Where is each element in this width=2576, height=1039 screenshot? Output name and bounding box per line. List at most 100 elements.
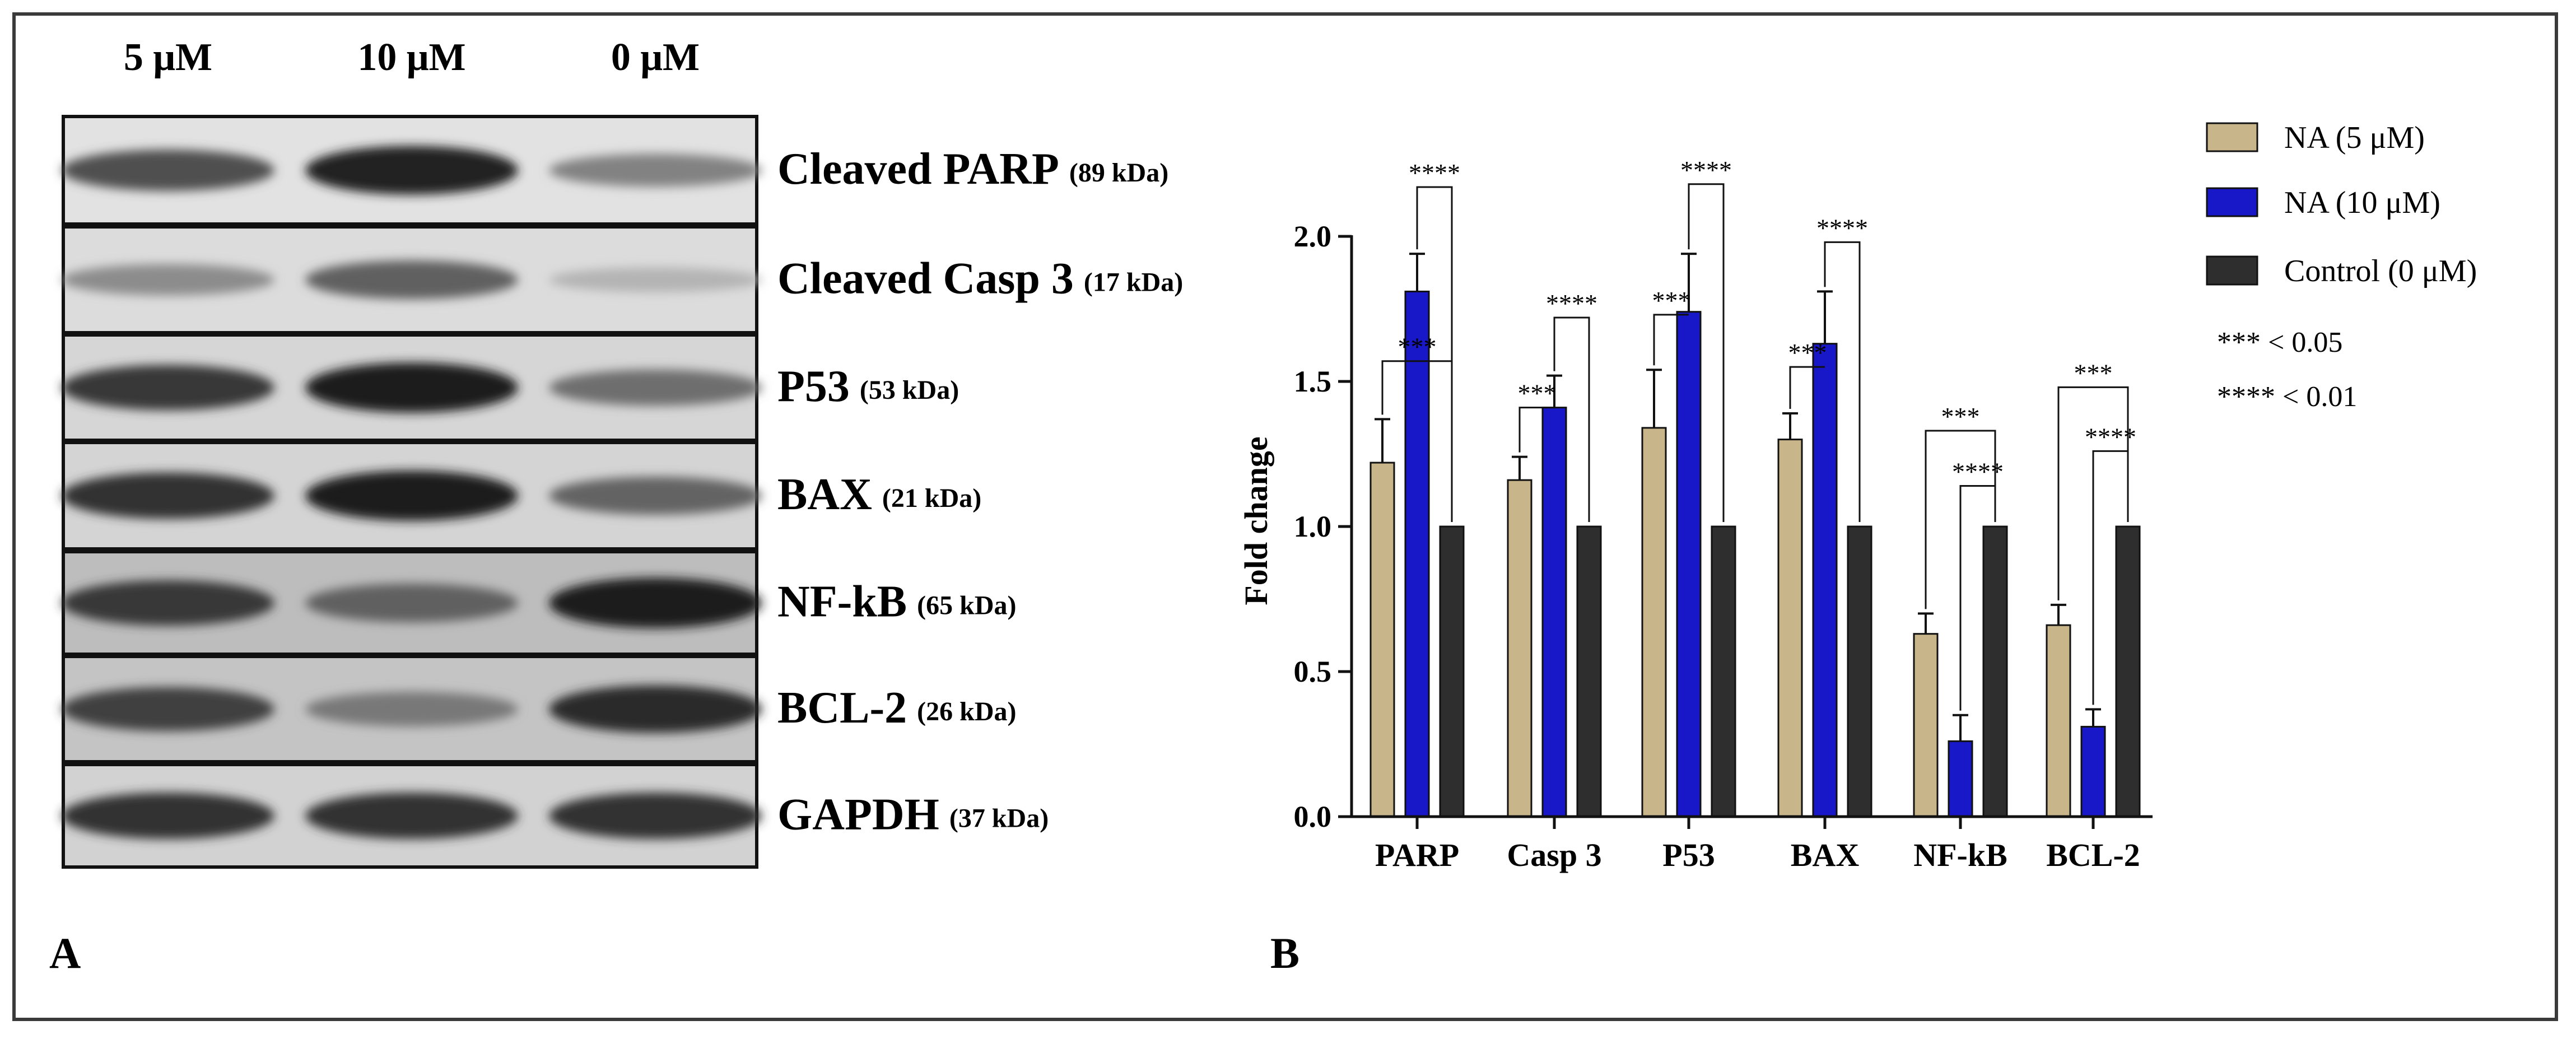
protein-name: NF-kB bbox=[777, 577, 907, 627]
significance-bracket bbox=[2092, 450, 2129, 705]
protein-name: Cleaved Casp 3 bbox=[777, 254, 1074, 304]
y-tick-label: 0.5 bbox=[1294, 655, 1332, 688]
legend-label: NA (10 μM) bbox=[2284, 185, 2440, 220]
protein-band bbox=[549, 153, 762, 187]
bar bbox=[1982, 525, 2008, 818]
significance-label: *** bbox=[1398, 333, 1437, 361]
protein-band bbox=[549, 369, 762, 406]
protein-band bbox=[62, 687, 274, 732]
blot-row: BAX (21 kDa) bbox=[62, 441, 981, 551]
blot-row: BCL-2 (26 kDa) bbox=[62, 655, 1016, 763]
figure-frame bbox=[12, 12, 2558, 1021]
protein-band bbox=[62, 150, 274, 191]
panel-a-letter: A bbox=[49, 929, 81, 977]
significance-label: *** bbox=[1788, 338, 1827, 367]
bar bbox=[1777, 439, 1803, 818]
protein-band bbox=[549, 577, 762, 628]
legend-label: NA (5 μM) bbox=[2284, 120, 2425, 155]
significance-brackets: ************** **************************… bbox=[1381, 156, 2136, 711]
blot-row: NF-kB (65 kDa) bbox=[62, 550, 1016, 656]
significance-bracket bbox=[1416, 186, 1453, 522]
bar bbox=[2080, 725, 2106, 818]
bar bbox=[1541, 407, 1567, 818]
x-tick-label: BCL-2 bbox=[2046, 837, 2140, 873]
bar bbox=[1439, 525, 1465, 818]
significance-legend-item: *** < 0.05 bbox=[2217, 327, 2342, 358]
significance-label: **** bbox=[1409, 159, 1460, 187]
x-tick-label: Casp 3 bbox=[1507, 837, 1601, 873]
significance-bracket bbox=[1959, 484, 1996, 711]
blot-row: Cleaved Casp 3 (17 kDa) bbox=[62, 225, 1183, 334]
protein-name: P53 bbox=[777, 362, 850, 411]
protein-band bbox=[62, 793, 274, 839]
protein-name: Cleaved PARP bbox=[777, 145, 1059, 194]
protein-band bbox=[305, 692, 518, 726]
significance-bracket bbox=[1553, 316, 1590, 522]
significance-bracket bbox=[1824, 241, 1861, 522]
significance-label: *** bbox=[1518, 379, 1557, 408]
protein-band bbox=[62, 580, 274, 626]
significance-bracket bbox=[1789, 366, 1825, 409]
protein-band bbox=[549, 685, 762, 733]
y-tick-label: 2.0 bbox=[1294, 220, 1332, 253]
significance-bracket bbox=[1688, 183, 1725, 522]
protein-band bbox=[62, 264, 274, 296]
bar bbox=[1913, 633, 1939, 818]
protein-band bbox=[305, 362, 518, 413]
protein-weight: (37 kDa) bbox=[949, 804, 1049, 833]
x-tick-label: BAX bbox=[1791, 837, 1860, 873]
protein-name: GAPDH bbox=[777, 790, 939, 840]
significance-label: **** bbox=[1546, 289, 1597, 318]
y-axis: 0.0 0.5 1.0 1.5 2.0 bbox=[1294, 220, 1353, 833]
bar bbox=[1404, 290, 1430, 818]
chart-legend: NA (5 μM) NA (10 μM) Control (0 μM) *** < 0… bbox=[2206, 120, 2477, 413]
legend-swatch bbox=[2206, 187, 2258, 217]
blot-row: Cleaved PARP (89 kDa) bbox=[62, 115, 1168, 226]
protein-weight: (26 kDa) bbox=[917, 697, 1016, 726]
bar bbox=[1507, 479, 1532, 818]
fold-change-chart: 0.00.51.01.52.0 Fold change ************… bbox=[1238, 120, 2477, 977]
protein-band bbox=[305, 260, 518, 300]
protein-band bbox=[305, 583, 518, 623]
protein-weight: (17 kDa) bbox=[1084, 268, 1183, 297]
blot-strips: Cleaved PARP (89 kDa) Cleaved Casp 3 (17 kD… bbox=[62, 115, 1183, 869]
y-axis-label: Fold change bbox=[1238, 436, 1274, 605]
western-blot-panel: 5 μM 10 μM 0 μM Cleaved PARP (89 kDa)Cleave… bbox=[49, 36, 1183, 977]
lane-labels: 5 μM 10 μM 0 μM bbox=[124, 36, 700, 79]
bar bbox=[1576, 525, 1602, 818]
x-tick-label: PARP bbox=[1375, 837, 1459, 873]
bar bbox=[1369, 462, 1395, 818]
x-tick-label: NF-kB bbox=[1913, 837, 2007, 873]
protein-name: BAX bbox=[777, 470, 872, 519]
legend-swatch bbox=[2206, 122, 2258, 152]
y-tick-label: 1.5 bbox=[1294, 365, 1332, 398]
legend-label: Control (0 μM) bbox=[2284, 254, 2477, 288]
protein-band bbox=[549, 267, 762, 292]
significance-legend-item: **** < 0.01 bbox=[2217, 381, 2357, 413]
bar bbox=[1948, 740, 1973, 818]
protein-weight: (53 kDa) bbox=[860, 375, 959, 405]
blot-row: GAPDH (37 kDa) bbox=[62, 763, 1049, 869]
significance-bracket bbox=[1518, 407, 1554, 453]
y-tick-label: 0.0 bbox=[1294, 800, 1332, 833]
lane-label: 10 μM bbox=[357, 36, 465, 79]
x-axis: PARP Casp 3 P53 BAX NF-kB BCL-2 bbox=[1352, 815, 2153, 873]
bar bbox=[1847, 525, 1872, 818]
significance-label: *** bbox=[2074, 358, 2113, 387]
y-tick-label: 1.0 bbox=[1294, 510, 1332, 543]
bar bbox=[2115, 525, 2141, 818]
protein-band bbox=[62, 365, 274, 411]
significance-label: **** bbox=[2085, 422, 2136, 451]
bar bbox=[1812, 343, 1838, 818]
legend-swatch bbox=[2206, 255, 2258, 286]
panel-b-letter: B bbox=[1270, 929, 1299, 977]
bar bbox=[1711, 525, 1736, 818]
protein-band bbox=[549, 793, 762, 839]
significance-label: **** bbox=[1816, 213, 1868, 242]
lane-label: 0 μM bbox=[611, 36, 700, 79]
x-tick-label: P53 bbox=[1662, 837, 1715, 873]
significance-label: **** bbox=[1952, 457, 2004, 486]
protein-band bbox=[549, 477, 762, 515]
bar bbox=[1641, 427, 1667, 818]
